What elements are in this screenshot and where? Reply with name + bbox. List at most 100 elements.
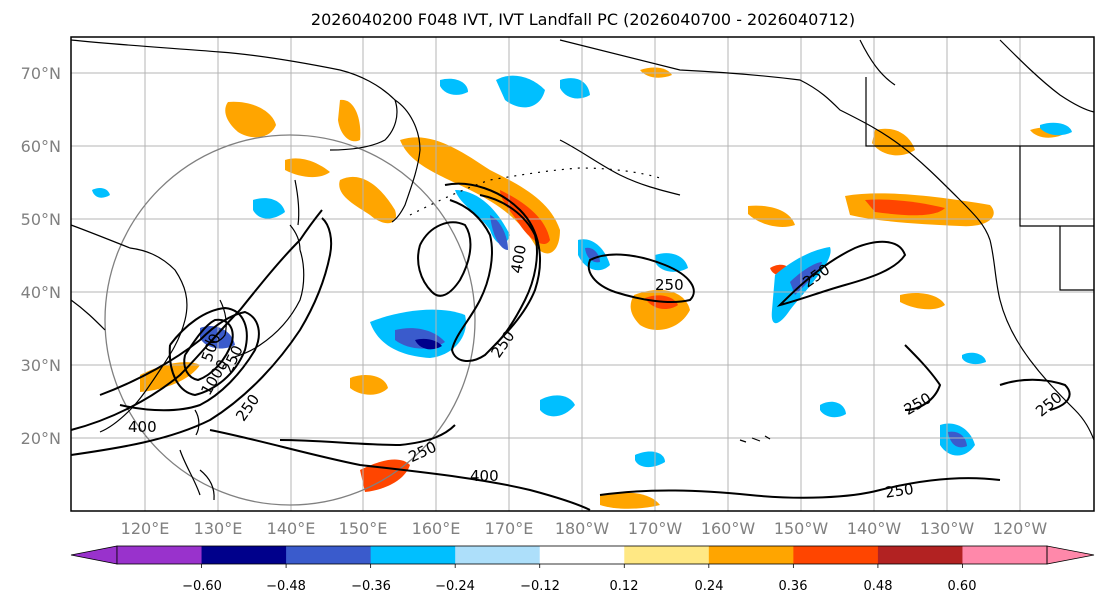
colorbar-extend-low bbox=[70, 545, 118, 565]
colorbar-tick-label: −0.36 bbox=[351, 579, 391, 594]
map-frame bbox=[70, 36, 1095, 512]
coast-kamchatka bbox=[391, 99, 421, 223]
pos-patch bbox=[350, 375, 388, 395]
contour-500 bbox=[168, 306, 248, 397]
colorbar-segments bbox=[70, 545, 1095, 565]
contour-250 bbox=[417, 221, 472, 297]
coast-hawaii bbox=[739, 435, 771, 443]
neg-patch bbox=[253, 198, 285, 219]
neg-patch bbox=[1040, 122, 1072, 136]
lat-label: 50°N bbox=[21, 210, 61, 229]
colorbar-segment bbox=[624, 546, 710, 564]
contour-250 bbox=[904, 344, 942, 411]
lon-label: 160°W bbox=[701, 519, 756, 538]
colorbar-segment bbox=[793, 546, 879, 564]
contour-label: 250 bbox=[655, 276, 684, 294]
coast-sakhalin bbox=[294, 179, 300, 226]
chart-title: 2026040200 F048 IVT, IVT Landfall PC (20… bbox=[311, 10, 855, 29]
colorbar-segment bbox=[539, 546, 625, 564]
colorbar-segment bbox=[877, 546, 963, 564]
colorbar-segment bbox=[286, 546, 372, 564]
colorbar-tick-label: 0.48 bbox=[864, 579, 893, 594]
coast-canada-border bbox=[865, 77, 1094, 291]
contour-1000 bbox=[183, 318, 234, 382]
lat-label: 40°N bbox=[21, 283, 61, 302]
coastlines bbox=[70, 39, 1095, 501]
colorbar-extend-high bbox=[1046, 545, 1095, 565]
coast-asia bbox=[70, 224, 188, 433]
contour-400 bbox=[479, 194, 538, 346]
neg-patch bbox=[440, 78, 468, 95]
neg-patch bbox=[635, 451, 665, 468]
pos-patch bbox=[338, 99, 361, 142]
contour-250 bbox=[99, 310, 260, 412]
coast-alaska bbox=[559, 39, 991, 241]
colorbar-segment bbox=[708, 546, 794, 564]
contour-250 bbox=[587, 253, 695, 303]
lon-label: 170°W bbox=[628, 519, 683, 538]
range-circle bbox=[104, 134, 476, 506]
lat-label: 60°N bbox=[21, 137, 61, 156]
colorbar-tick-label: −0.60 bbox=[182, 579, 222, 594]
map-panel: 400 400 250 250 250 250 250 250 250 250 … bbox=[70, 36, 1095, 512]
contour-250 bbox=[999, 378, 1071, 411]
contour-250 bbox=[444, 182, 541, 362]
colorbar-tick-labels: −0.60 −0.48 −0.36 −0.24 −0.12 0.12 0.24 … bbox=[182, 579, 976, 594]
lat-label: 20°N bbox=[21, 429, 61, 448]
lon-label: 130°W bbox=[920, 519, 975, 538]
colorbar-tick-label: 0.24 bbox=[695, 579, 724, 594]
colorbar-tick-label: 0.36 bbox=[779, 579, 808, 594]
contour-label: 400 bbox=[128, 418, 157, 436]
neg-patch bbox=[490, 215, 508, 250]
contour-250 bbox=[599, 477, 1001, 499]
contour-250 bbox=[776, 240, 907, 307]
lon-label: 140°E bbox=[267, 519, 316, 538]
lon-label: 130°E bbox=[194, 519, 243, 538]
lon-label: 160°E bbox=[412, 519, 461, 538]
contour-label: 250 bbox=[884, 480, 915, 502]
colorbar-segment bbox=[117, 546, 203, 564]
lon-label: 120°E bbox=[121, 519, 170, 538]
pos-patch bbox=[360, 459, 410, 492]
lon-label: 170°E bbox=[485, 519, 534, 538]
neg-patch bbox=[948, 431, 967, 448]
coast-aleutians bbox=[409, 167, 661, 216]
lon-label: 140°W bbox=[847, 519, 902, 538]
pos-patch bbox=[225, 101, 276, 138]
lon-label: 180°W bbox=[555, 519, 610, 538]
contour-250 bbox=[279, 424, 456, 447]
colorbar-segment bbox=[962, 546, 1048, 564]
neg-patch bbox=[962, 352, 986, 365]
contour-label: 400 bbox=[507, 243, 530, 274]
pos-patch bbox=[900, 293, 945, 310]
lon-label: 150°E bbox=[339, 519, 388, 538]
colorbar-segment bbox=[455, 546, 541, 564]
neg-patch bbox=[585, 247, 600, 263]
pos-patch bbox=[600, 492, 660, 509]
neg-patch bbox=[92, 187, 110, 198]
pos-patch bbox=[865, 199, 945, 216]
coast-japan bbox=[231, 224, 305, 359]
coast-alaska-peninsula bbox=[559, 139, 681, 196]
colorbar-ticks bbox=[201, 564, 963, 568]
colorbar: −0.60 −0.48 −0.36 −0.24 −0.12 0.12 0.24 … bbox=[70, 545, 1095, 594]
lon-labels: 120°E 130°E 140°E 150°E 160°E 170°E 180°… bbox=[121, 519, 1048, 538]
contour-400 bbox=[209, 429, 591, 511]
pos-patch bbox=[339, 176, 396, 224]
lon-label: 150°W bbox=[774, 519, 829, 538]
colorbar-tick-label: 0.60 bbox=[948, 579, 977, 594]
lat-label: 30°N bbox=[21, 356, 61, 375]
contour-250 bbox=[70, 217, 333, 456]
neg-patch bbox=[820, 401, 846, 418]
neg-patch bbox=[496, 75, 545, 108]
neg-patch bbox=[655, 253, 688, 272]
colorbar-segment bbox=[201, 546, 287, 564]
pos-patch bbox=[285, 158, 330, 178]
coast-na-west bbox=[989, 239, 1095, 441]
contour-label: 400 bbox=[470, 467, 499, 485]
colorbar-tick-label: −0.48 bbox=[266, 579, 306, 594]
lon-label: 120°W bbox=[993, 519, 1048, 538]
lat-labels: 70°N 60°N 50°N 40°N 30°N 20°N bbox=[21, 64, 61, 448]
coast-asia bbox=[70, 39, 398, 151]
